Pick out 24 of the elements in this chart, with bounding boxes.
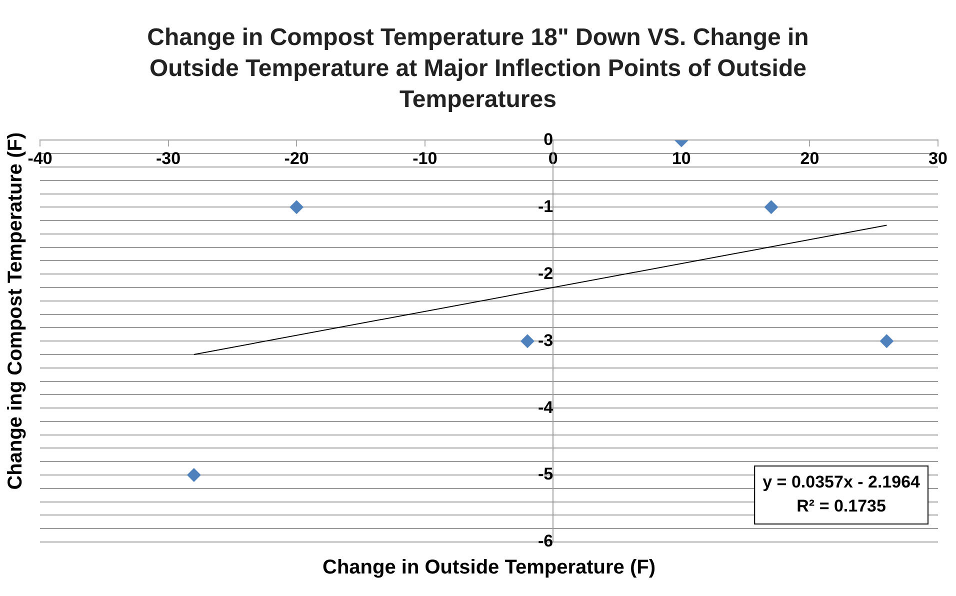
x-tick-label: -20 bbox=[284, 149, 309, 168]
x-tick-label: -40 bbox=[28, 149, 52, 168]
x-tick-label: 10 bbox=[672, 149, 691, 168]
point bbox=[186, 468, 201, 482]
annotation: y = 0.0357x - 2.1964 bbox=[762, 472, 921, 492]
x-tick-label: -30 bbox=[156, 149, 181, 168]
y-axis-title: Change ing Compost Temperature (F) bbox=[4, 132, 27, 490]
y-tick-label: -4 bbox=[538, 398, 554, 417]
chart-title: Change in Compost Temperature 18" Down VS. Change in Outside Temperature at Major Inflection Points of Outside Temperatures bbox=[146, 23, 810, 115]
y-tick-label: -2 bbox=[538, 264, 554, 283]
point bbox=[290, 200, 304, 214]
y-tick-label: -3 bbox=[538, 330, 554, 350]
y-tick-label: -5 bbox=[538, 464, 554, 484]
y-tick-label: -6 bbox=[538, 532, 554, 551]
point bbox=[520, 334, 534, 348]
x-tick-label: 20 bbox=[800, 149, 820, 168]
y-tick-label: -1 bbox=[538, 196, 554, 216]
x-tick-label: 30 bbox=[928, 149, 948, 168]
x-axis-title: Change in Outside Temperature (F) bbox=[322, 556, 656, 579]
annotation: R² = 0.1735 bbox=[796, 496, 886, 516]
x-tick-label: -10 bbox=[412, 149, 438, 168]
y-tick-label: 0 bbox=[544, 130, 554, 149]
point bbox=[880, 334, 894, 348]
point bbox=[764, 200, 778, 214]
